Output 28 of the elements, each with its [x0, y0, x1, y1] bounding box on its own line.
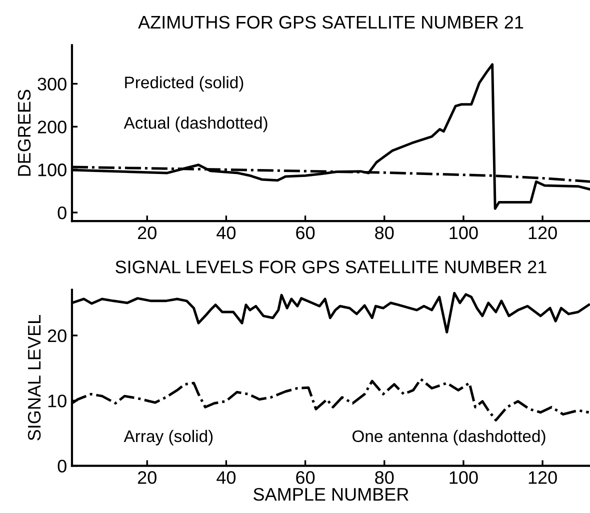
x-axis-title: SAMPLE NUMBER	[254, 488, 408, 501]
x-tick-label: 60	[296, 471, 315, 484]
x-tick-label: 80	[375, 471, 394, 484]
x-tick-label: 40	[216, 226, 236, 240]
y-tick-label: 20	[48, 329, 66, 342]
annotation: One antenna (dashdotted)	[352, 430, 546, 446]
x-tick-label: 40	[216, 471, 236, 484]
x-tick-label: 120	[528, 471, 557, 484]
y-axis-title: SIGNAL LEVEL	[28, 315, 41, 440]
y-axis-title: DEGREES	[18, 90, 31, 176]
x-tick-label: 80	[375, 226, 394, 240]
annotation: Actual (dashdotted)	[124, 116, 268, 132]
chart-title: SIGNAL LEVELS FOR GPS SATELLITE NUMBER 21	[116, 260, 546, 274]
x-tick-label: 100	[450, 226, 478, 240]
y-tick-label: 0	[58, 460, 66, 473]
y-tick-label: 10	[48, 394, 66, 408]
annotation: Predicted (solid)	[125, 76, 244, 92]
x-tick-label: 120	[528, 226, 557, 240]
y-tick-label: 200	[38, 120, 66, 134]
y-tick-label: 100	[38, 164, 66, 176]
y-tick-label: 0	[58, 206, 66, 220]
x-tick-label: 100	[450, 471, 478, 484]
x-tick-label: 20	[138, 226, 156, 240]
chart-title: AZIMUTHS FOR GPS SATELLITE NUMBER 21	[138, 16, 524, 29]
annotation: Array (solid)	[124, 430, 213, 446]
y-tick-label: 300	[38, 78, 66, 90]
x-tick-label: 20	[138, 471, 156, 484]
x-tick-label: 60	[296, 226, 315, 240]
